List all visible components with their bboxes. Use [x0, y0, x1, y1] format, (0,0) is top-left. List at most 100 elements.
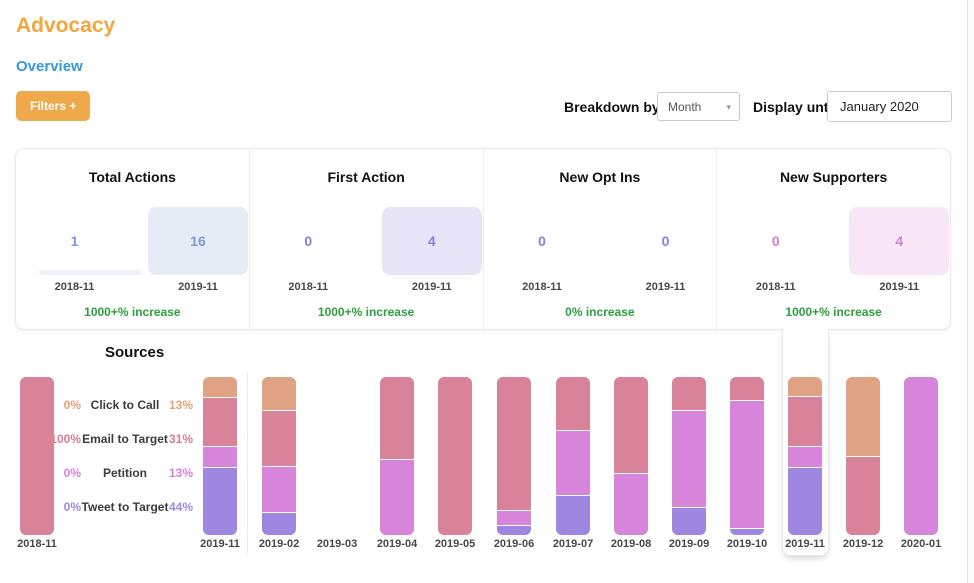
display-until-input[interactable]	[827, 91, 952, 122]
stat-prev-value: 0	[538, 233, 546, 249]
stat-current-box[interactable]: 4	[849, 207, 950, 275]
bar-segment-petition	[614, 472, 648, 535]
stat-change-text: 1000+% increase	[317, 305, 415, 319]
legend-prev-pct: 100%	[50, 432, 81, 446]
stat-current-box[interactable]: 4	[381, 207, 482, 275]
legend-row-tweet-to-target: 0% Tweet to Target 44%	[43, 499, 207, 515]
bar-segment-email	[262, 409, 296, 467]
stat-prev-date: 2018-11	[522, 281, 562, 293]
bar-label-2019-03: 2019-03	[316, 538, 358, 550]
stat-current-box[interactable]: 0	[616, 207, 716, 275]
bar-label-2019-08: 2019-08	[610, 538, 652, 550]
bar-segment-email	[846, 455, 880, 535]
legend-curr-pct: 13%	[169, 398, 194, 412]
bar-segment-email	[438, 377, 472, 535]
legend-row-email-to-target: 100% Email to Target 31%	[43, 431, 207, 447]
bar-2019-05[interactable]	[438, 377, 472, 535]
legend-row-click-to-call: 0% Click to Call 13%	[43, 397, 207, 413]
bar-segment-email	[788, 395, 822, 447]
breakdown-select[interactable]: Month ▾	[657, 92, 740, 121]
bar-2019-10[interactable]	[730, 377, 764, 535]
stat-prev-value: 1	[70, 233, 79, 249]
bar-2019-06[interactable]	[497, 377, 531, 535]
bar-label-2019-07: 2019-07	[552, 538, 594, 550]
bar-segment-petition	[556, 430, 590, 495]
bar-2018-11[interactable]	[20, 377, 54, 535]
bar-2019-02[interactable]	[262, 377, 296, 535]
bar-2020-01[interactable]	[904, 377, 938, 535]
bar-label-2018-11: 2018-11	[17, 538, 57, 550]
stat-title: New Supporters	[779, 169, 888, 185]
stat-change-text: 0% increase	[565, 305, 635, 319]
bar-label-2019-11: 2019-11	[200, 538, 240, 550]
tooltip-divider	[247, 372, 248, 554]
bar-segment-tweet	[788, 467, 822, 535]
bar-2019-08[interactable]	[614, 377, 648, 535]
sources-title: Sources	[105, 344, 165, 361]
stat-current-value: 0	[661, 233, 670, 249]
bar-label-2019-12: 2019-12	[842, 538, 884, 550]
bar-segment-petition	[672, 409, 706, 508]
stat-current-date: 2019-11	[411, 281, 452, 293]
legend-label: Click to Call	[90, 398, 160, 412]
bar-segment-tweet	[497, 524, 531, 535]
stat-current-box[interactable]: 16	[148, 207, 248, 275]
bar-segment-petition	[788, 446, 822, 468]
bar-segment-petition	[380, 458, 414, 535]
bar-segment-petition	[730, 400, 764, 528]
bar-segment-tweet	[203, 467, 237, 535]
stat-dates: 2018-11 2019-11	[16, 281, 249, 295]
bar-2019-04[interactable]	[380, 377, 414, 535]
bar-segment-tweet	[672, 507, 706, 535]
stat-prev-date: 2018-11	[288, 281, 329, 293]
filters-button[interactable]: Filters +	[16, 91, 91, 121]
stat-current-value: 4	[427, 233, 436, 249]
bar-2019-11[interactable]	[788, 377, 822, 535]
bar-2019-07[interactable]	[556, 377, 590, 535]
legend-label: Tweet to Target	[81, 500, 169, 514]
stat-prev-date: 2018-11	[755, 281, 796, 293]
legend-label: Email to Target	[82, 432, 168, 446]
legend-label: Petition	[103, 466, 147, 480]
stats-card: Total Actions 1 16 2018-11 2019-11 1000+% inc…	[15, 148, 951, 330]
stat-values: 1 16	[16, 207, 249, 275]
bar-segment-petition	[203, 446, 237, 468]
scrollbar-track[interactable]	[967, 0, 974, 583]
sources-comparison-legend: 0% Click to Call 13% 100% Email to Target 31%…	[43, 397, 207, 533]
page-title: Advocacy	[16, 14, 116, 37]
stat-current-value: 4	[895, 233, 904, 249]
bar-2019-12[interactable]	[846, 377, 880, 535]
bar-label-2020-01: 2020-01	[900, 538, 942, 550]
stat-prev-minibar	[39, 270, 141, 275]
bar-segment-petition	[904, 377, 938, 535]
bar-segment-click	[262, 377, 296, 410]
bar-segment-email	[614, 377, 648, 473]
bar-segment-click	[788, 377, 822, 396]
bar-segment-tweet	[730, 527, 764, 535]
stat-card-total-actions: Total Actions 1 16 2018-11 2019-11 1000+% inc…	[16, 149, 250, 329]
stat-prev-value: 0	[304, 233, 313, 249]
stat-change-text: 1000+% increase	[84, 305, 181, 319]
stat-dates: 2018-11 2019-11	[717, 281, 950, 295]
stat-title: First Action	[327, 169, 405, 185]
legend-prev-pct: 0%	[63, 466, 81, 480]
bar-2019-09[interactable]	[672, 377, 706, 535]
bar-2019-11-comparison[interactable]	[203, 377, 237, 535]
stat-dates: 2018-11 2019-11	[484, 281, 717, 295]
stat-change-text: 1000+% increase	[785, 305, 882, 319]
bar-segment-email	[556, 377, 590, 431]
bar-segment-email	[672, 377, 706, 410]
chevron-down-icon: ▾	[726, 102, 731, 112]
stat-current-date: 2019-11	[178, 281, 218, 293]
bar-label-2019-09: 2019-09	[668, 538, 710, 550]
bar-label-2019-02: 2019-02	[258, 538, 300, 550]
bar-segment-petition	[262, 466, 296, 513]
stat-card-new-opt-ins: New Opt Ins 0 0 2018-11 2019-11 0% increase	[484, 149, 718, 329]
bar-segment-tweet	[262, 512, 296, 535]
stat-current-date: 2019-11	[645, 281, 686, 293]
bar-segment-email	[497, 377, 531, 510]
stat-current-date: 2019-11	[879, 281, 920, 293]
stat-current-value: 16	[190, 233, 206, 249]
bar-segment-tweet	[556, 495, 590, 535]
